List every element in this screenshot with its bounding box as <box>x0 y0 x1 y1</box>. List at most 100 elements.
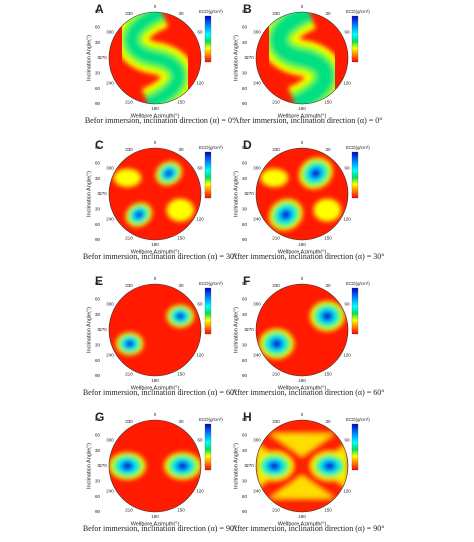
azimuth-tick: 300 <box>106 166 114 171</box>
azimuth-tick: 150 <box>324 507 332 512</box>
colorbar-label: ECD(g/cm³) <box>346 417 370 422</box>
inclination-tick: 30 <box>242 71 248 76</box>
azimuth-tick: 180 <box>151 242 159 247</box>
inclination-tick: 60 <box>95 358 101 363</box>
inclination-tick: 60 <box>242 161 248 166</box>
contour-layer <box>113 161 195 227</box>
azimuth-tick: 240 <box>253 489 261 494</box>
contour-layer <box>115 304 195 356</box>
contour-plot <box>109 420 201 512</box>
plot-outline <box>255 283 349 377</box>
contour-plot <box>256 420 348 512</box>
contour-plot <box>256 12 348 104</box>
azimuth-tick: 180 <box>151 378 159 383</box>
plot-outline <box>108 147 202 241</box>
azimuth-tick: 210 <box>125 507 133 512</box>
x-axis-label: Wellbore Azimuth(°) <box>278 385 327 391</box>
panel: B030609012015018021024027030033090603003… <box>233 2 382 125</box>
inclination-tick: 60 <box>242 433 248 438</box>
azimuth-tick: 180 <box>298 106 306 111</box>
azimuth-tick: 150 <box>177 99 185 104</box>
plot-outline <box>255 419 349 513</box>
azimuth-tick: 300 <box>253 30 261 35</box>
x-axis-label: Wellbore Azimuth(°) <box>278 249 327 255</box>
inclination-tick: 90 <box>95 9 101 14</box>
contour-plot <box>256 284 348 376</box>
inclination-tick: 30 <box>95 71 101 76</box>
azimuth-tick: 30 <box>178 419 184 424</box>
y-axis-label: Inclination Angle(°) <box>86 307 92 353</box>
x-axis-label: Wellbore Azimuth(°) <box>278 521 327 527</box>
azimuth-tick: 30 <box>325 419 331 424</box>
colorbar <box>351 151 359 199</box>
inclination-tick: 60 <box>242 222 248 227</box>
inclination-tick: 90 <box>242 509 248 514</box>
azimuth-tick: 330 <box>272 419 280 424</box>
x-axis-label: Wellbore Azimuth(°) <box>131 249 180 255</box>
inclination-tick: 0 <box>97 463 100 468</box>
y-axis-label: Inclination Angle(°) <box>233 307 239 353</box>
caption: Befor immersion, inclination direction (… <box>83 252 237 261</box>
inclination-tick: 30 <box>242 343 248 348</box>
inclination-tick: 30 <box>95 40 101 45</box>
azimuth-tick: 210 <box>125 235 133 240</box>
azimuth-tick: 120 <box>196 217 204 222</box>
colorbar <box>351 287 359 335</box>
azimuth-tick: 0 <box>154 140 157 145</box>
azimuth-tick: 120 <box>343 217 351 222</box>
azimuth-tick: 330 <box>272 147 280 152</box>
azimuth-tick: 270 <box>99 191 107 196</box>
azimuth-tick: 300 <box>253 166 261 171</box>
azimuth-tick: 60 <box>198 438 204 443</box>
inclination-tick: 60 <box>242 358 248 363</box>
contour <box>165 170 173 177</box>
azimuth-tick: 0 <box>154 412 157 417</box>
azimuth-tick: 330 <box>125 283 133 288</box>
inclination-tick: 90 <box>242 281 248 286</box>
inclination-tick: 30 <box>242 207 248 212</box>
inclination-tick: 60 <box>95 161 101 166</box>
panel-letter: E <box>95 274 103 288</box>
x-axis-label: Wellbore Azimuth(°) <box>131 385 180 391</box>
inclination-tick: 90 <box>242 373 248 378</box>
contour <box>313 198 342 222</box>
inclination-tick: 30 <box>95 479 101 484</box>
panel-letter: F <box>243 274 250 288</box>
contour-layer <box>256 420 348 512</box>
azimuth-tick: 30 <box>178 11 184 16</box>
azimuth-tick: 210 <box>125 99 133 104</box>
colorbar-label: ECD(g/cm³) <box>346 9 370 14</box>
colorbar <box>351 15 359 63</box>
inclination-tick: 90 <box>95 373 101 378</box>
azimuth-tick: 150 <box>177 371 185 376</box>
inclination-tick: 90 <box>95 145 101 150</box>
azimuth-tick: 120 <box>196 489 204 494</box>
inclination-tick: 60 <box>242 25 248 30</box>
inclination-tick: 30 <box>95 448 101 453</box>
azimuth-tick: 330 <box>125 11 133 16</box>
azimuth-tick: 270 <box>246 463 254 468</box>
inclination-tick: 30 <box>95 312 101 317</box>
azimuth-tick: 30 <box>325 147 331 152</box>
y-axis-label: Inclination Angle(°) <box>233 171 239 217</box>
azimuth-tick: 120 <box>196 81 204 86</box>
colorbar-label: ECD(g/cm³) <box>346 145 370 150</box>
azimuth-tick: 30 <box>325 11 331 16</box>
azimuth-tick: 120 <box>196 353 204 358</box>
azimuth-tick: 60 <box>345 438 351 443</box>
inclination-tick: 0 <box>97 191 100 196</box>
azimuth-tick: 210 <box>272 99 280 104</box>
inclination-tick: 60 <box>95 494 101 499</box>
contour <box>270 12 334 104</box>
caption: Befor immersion, inclination direction (… <box>83 524 237 533</box>
contour <box>126 340 134 347</box>
y-axis-label: Inclination Angle(°) <box>233 443 239 489</box>
azimuth-tick: 240 <box>253 81 261 86</box>
azimuth-tick: 210 <box>125 371 133 376</box>
colorbar-label: ECD(g/cm³) <box>199 417 223 422</box>
azimuth-tick: 0 <box>301 412 304 417</box>
caption: Befor immersion, inclination direction (… <box>83 388 237 397</box>
contour-base <box>256 148 348 240</box>
inclination-tick: 30 <box>242 40 248 45</box>
azimuth-tick: 180 <box>151 106 159 111</box>
